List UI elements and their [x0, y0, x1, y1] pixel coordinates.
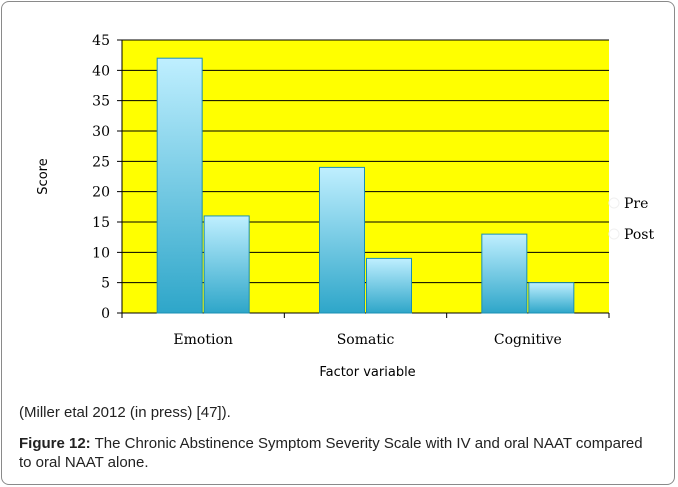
x-category-label: Cognitive: [494, 332, 562, 348]
bars: [156, 57, 575, 314]
bar-somatic-pre: [319, 166, 365, 314]
legend-label-post: Post: [624, 227, 654, 243]
y-tick-label: 20: [92, 185, 110, 201]
plot-area: [122, 40, 609, 313]
figure-label: Figure 12:: [19, 435, 91, 452]
y-tick-label: 40: [92, 63, 110, 79]
x-axis-title: Factor variable: [319, 365, 415, 380]
y-tick-label: 5: [101, 276, 110, 292]
legend: Pre Post: [608, 196, 654, 243]
y-axis-title: Score: [36, 158, 51, 194]
y-tick-label: 45: [92, 33, 110, 49]
x-category-labels: Emotion Somatic Cognitive: [173, 332, 561, 348]
y-tick-labels: 0 5 10 15 20 25 30 35 40 45: [92, 33, 110, 322]
source-citation: (Miller etal 2012 (in press) [47]).: [19, 404, 231, 421]
bar-cognitive-pre: [481, 233, 528, 314]
bar-cognitive-post: [528, 282, 575, 314]
x-category-label: Somatic: [337, 332, 395, 348]
y-tick-label: 10: [92, 245, 110, 261]
y-tick-label: 30: [92, 124, 110, 140]
legend-label-pre: Pre: [624, 196, 648, 212]
figure-caption: Figure 12: The Chronic Abstinence Sympto…: [19, 434, 659, 472]
y-tick-label: 35: [92, 94, 110, 110]
y-tick-label: 15: [92, 215, 110, 231]
legend-marker-pre: [608, 197, 620, 209]
y-tick-label: 25: [92, 154, 110, 170]
figure-caption-text: The Chronic Abstinence Symptom Severity …: [19, 435, 643, 471]
bar-emotion-pre: [156, 57, 203, 314]
bar-somatic-post: [366, 257, 412, 314]
legend-marker-post: [608, 228, 620, 240]
y-tick-label: 0: [101, 306, 110, 322]
bar-chart: 0 5 10 15 20 25 30 35 40 45 Emotion Somatic Cogniti…: [36, 33, 654, 380]
bar-emotion-post: [203, 215, 250, 314]
x-category-label: Emotion: [173, 332, 232, 348]
